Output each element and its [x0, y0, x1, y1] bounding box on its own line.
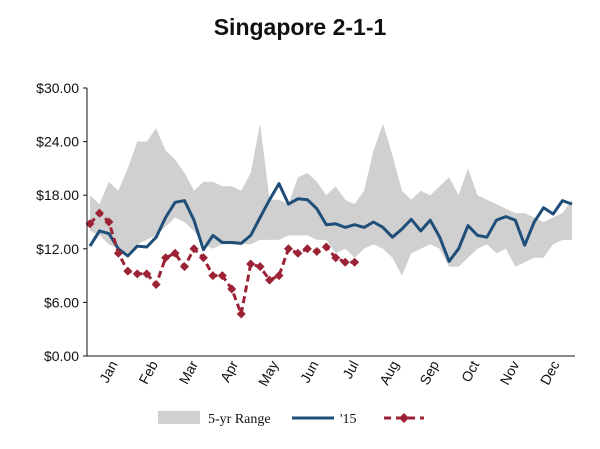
axes-layer [83, 87, 575, 357]
series-marker-16 [265, 275, 275, 285]
x-tick-label: Jun [297, 358, 322, 385]
y-tick-label: $0.00 [44, 348, 79, 364]
series-marker-16 [246, 259, 256, 269]
series-marker-16 [161, 253, 171, 263]
series-marker-16 [170, 248, 180, 258]
x-tick-label: Nov [497, 358, 523, 388]
series-marker-16 [180, 262, 190, 272]
series-layer [85, 182, 573, 320]
x-tick-label: Dec [537, 358, 563, 388]
series-marker-16 [340, 257, 350, 267]
series-marker-16 [274, 271, 284, 281]
x-tick-label: Sep [416, 358, 442, 388]
series-marker-16 [293, 248, 303, 258]
series-marker-16 [255, 262, 265, 272]
series-marker-16 [94, 208, 104, 218]
x-tick-label: Jan [96, 358, 121, 385]
chart-title: Singapore 2-1-1 [213, 14, 387, 40]
legend-swatch-range [158, 411, 200, 424]
series-marker-16 [151, 280, 161, 290]
y-tick-label: $24.00 [36, 134, 79, 150]
series-marker-16 [208, 271, 218, 281]
series-marker-16 [331, 253, 341, 263]
series-marker-16 [217, 271, 227, 281]
series-marker-16 [321, 242, 331, 252]
y-tick-label: $6.00 [44, 294, 79, 310]
series-marker-16 [350, 257, 360, 267]
series-marker-16 [123, 266, 133, 276]
x-tick-label: Mar [176, 358, 202, 387]
range-band [90, 123, 572, 276]
x-tick-label: Oct [458, 358, 482, 385]
series-marker-16 [227, 284, 237, 294]
series-marker-16 [302, 244, 312, 254]
legend-marker-16 [399, 413, 409, 423]
legend-label-15: '15 [340, 412, 357, 427]
x-tick-label: Aug [376, 358, 402, 388]
legend-label-range: 5-yr Range [208, 412, 271, 427]
series-marker-16 [142, 269, 152, 279]
series-marker-16 [104, 217, 114, 227]
series-marker-16 [312, 246, 322, 256]
series-marker-16 [236, 309, 246, 319]
y-tick-label: $18.00 [36, 187, 79, 203]
series-marker-16 [198, 253, 208, 263]
legend: 5-yr Range '15 [158, 411, 424, 427]
series-marker-16 [113, 248, 123, 258]
series-marker-16 [85, 219, 95, 229]
x-tick-label: Feb [135, 358, 161, 387]
series-marker-16 [132, 269, 142, 279]
x-tick-label: Apr [217, 358, 242, 385]
series-marker-16 [283, 244, 293, 254]
y-tick-label: $12.00 [36, 241, 79, 257]
series-line-15 [88, 182, 573, 263]
x-tick-label: Jul [339, 358, 362, 381]
x-tick-label: May [255, 358, 282, 389]
y-tick-label: $30.00 [36, 80, 79, 96]
range-band-layer [90, 123, 572, 276]
series-marker-16 [189, 244, 199, 254]
